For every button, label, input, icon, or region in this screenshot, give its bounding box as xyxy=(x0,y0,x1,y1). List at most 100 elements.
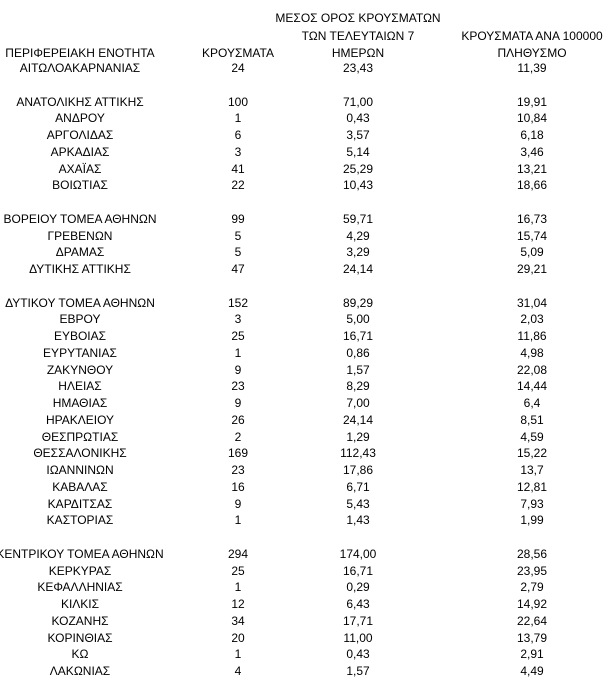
region-name: ΕΥΒΟΙΑΣ xyxy=(53,329,107,343)
cases: 1 xyxy=(234,513,242,528)
cases: 2 xyxy=(234,429,242,444)
cases-per-100k: 13,7 xyxy=(520,463,544,477)
cases-per-100k: 6,4 xyxy=(523,396,541,410)
cases: 9 xyxy=(234,496,242,511)
region-name: ΚΕΡΚΥΡΑΣ xyxy=(48,563,112,578)
region-name: ΔΡΑΜΑΣ xyxy=(55,245,105,260)
cases-per-100k: 11,86 xyxy=(517,329,547,343)
region-name: ΚΕΝΤΡΙΚΟΥ ΤΟΜΕΑ ΑΘΗΝΩΝ xyxy=(0,546,164,561)
cases: 24 xyxy=(231,61,245,75)
region-name: ΚΟΖΑΝΗΣ xyxy=(51,613,109,628)
cases: 3 xyxy=(234,312,242,327)
weekly-average: 16,71 xyxy=(342,329,374,343)
cases-per-100k: 19,91 xyxy=(516,94,548,109)
cases: 22 xyxy=(231,178,245,193)
region-name: ΚΑΒΑΛΑΣ xyxy=(52,479,108,494)
region-name: ΚΑΣΤΟΡΙΑΣ xyxy=(46,513,114,528)
region-name: ΑΝΑΤΟΛΙΚΗΣ ΑΤΤΙΚΗΣ xyxy=(16,94,144,109)
column-header: ΚΡΟΥΣΜΑΤΑ xyxy=(202,46,274,60)
cases-per-100k: 10,84 xyxy=(516,111,548,126)
weekly-average: 5,14 xyxy=(346,144,370,159)
region-name: ΑΡΚΑΔΙΑΣ xyxy=(50,144,110,159)
cases: 25 xyxy=(231,563,245,578)
cases: 12 xyxy=(231,597,245,611)
column-header: ΠΕΡΙΦΕΡΕΙΑΚΗ ΕΝΟΤΗΤΑ xyxy=(5,46,155,60)
weekly-average: 89,29 xyxy=(342,295,374,310)
weekly-average: 112,43 xyxy=(340,446,376,461)
region-name: ΑΡΓΟΛΙΔΑΣ xyxy=(46,128,114,142)
column-header: ΠΛΗΘΥΣΜΟ xyxy=(497,46,567,60)
weekly-average: 16,71 xyxy=(342,563,374,578)
region-name: ΑΙΤΩΛΟΑΚΑΡΝΑΝΙΑΣ xyxy=(19,61,141,75)
cases-per-100k: 14,44 xyxy=(516,379,548,394)
region-name: ΚΩ xyxy=(71,647,89,662)
cases-per-100k: 4,59 xyxy=(520,429,544,444)
cases: 34 xyxy=(231,613,245,628)
cases: 152 xyxy=(227,295,249,310)
cases: 23 xyxy=(231,379,245,394)
cases: 26 xyxy=(231,412,245,427)
cases: 41 xyxy=(231,161,245,176)
region-name: ΚΑΡΔΙΤΣΑΣ xyxy=(47,496,113,511)
region-name: ΕΒΡΟΥ xyxy=(59,312,101,327)
weekly-average: 1,57 xyxy=(346,362,370,377)
cases-per-100k: 4,49 xyxy=(520,664,544,678)
cases-per-100k: 31,04 xyxy=(516,295,548,310)
cases-per-100k: 2,79 xyxy=(520,580,544,595)
weekly-average: 17,86 xyxy=(342,463,374,477)
cases-per-100k: 2,91 xyxy=(520,647,544,662)
weekly-average: 11,00 xyxy=(343,630,373,645)
column-header: ΤΩΝ ΤΕΛΕΥΤΑΙΩΝ 7 xyxy=(301,28,415,43)
cases-per-100k: 2,03 xyxy=(520,312,544,327)
weekly-average: 3,57 xyxy=(346,128,370,142)
cases: 20 xyxy=(231,630,245,645)
weekly-average: 5,00 xyxy=(346,312,370,327)
region-name: ΔΥΤΙΚΟΥ ΤΟΜΕΑ ΑΘΗΝΩΝ xyxy=(5,295,155,310)
weekly-average: 17,71 xyxy=(342,613,374,628)
cases-per-100k: 5,09 xyxy=(520,245,544,260)
cases: 16 xyxy=(231,479,245,494)
cases-per-100k: 3,46 xyxy=(520,144,544,159)
region-name: ΘΕΣΣΑΛΟΝΙΚΗΣ xyxy=(33,446,127,461)
cases-per-100k: 13,21 xyxy=(516,161,548,176)
region-name: ΕΥΡΥΤΑΝΙΑΣ xyxy=(43,345,117,360)
region-name: ΙΩΑΝΝΙΝΩΝ xyxy=(46,463,114,477)
region-name: ΖΑΚΥΝΘΟΥ xyxy=(46,362,114,377)
cases: 1 xyxy=(234,111,242,126)
region-name: ΒΟΙΩΤΙΑΣ xyxy=(52,178,108,193)
cases-per-100k: 11,39 xyxy=(517,61,547,75)
cases-per-100k: 15,22 xyxy=(516,446,548,461)
cases: 100 xyxy=(227,94,249,109)
region-name: ΓΡΕΒΕΝΩΝ xyxy=(47,228,113,243)
weekly-average: 8,29 xyxy=(346,379,370,394)
cases-per-100k: 15,74 xyxy=(516,228,548,243)
weekly-average: 0,43 xyxy=(346,647,370,662)
weekly-average: 25,29 xyxy=(342,161,374,176)
region-name: ΒΟΡΕΙΟΥ ΤΟΜΕΑ ΑΘΗΝΩΝ xyxy=(3,211,157,226)
weekly-average: 1,43 xyxy=(346,513,370,528)
cases: 23 xyxy=(231,463,245,477)
weekly-average: 71,00 xyxy=(342,94,374,109)
weekly-average: 0,29 xyxy=(346,580,370,595)
cases: 9 xyxy=(234,362,242,377)
region-name: ΚΙΛΚΙΣ xyxy=(60,597,100,611)
region-name: ΛΑΚΩΝΙΑΣ xyxy=(49,664,111,678)
cases-per-100k: 1,99 xyxy=(520,513,544,528)
cases: 9 xyxy=(234,396,242,410)
cases-per-100k: 29,21 xyxy=(516,262,548,276)
cases: 5 xyxy=(234,245,242,260)
region-name: ΗΛΕΙΑΣ xyxy=(58,379,102,394)
region-name: ΚΕΦΑΛΛΗΝΙΑΣ xyxy=(37,580,123,595)
cases-per-100k: 22,64 xyxy=(516,613,548,628)
region-name: ΔΥΤΙΚΗΣ ΑΤΤΙΚΗΣ xyxy=(29,262,131,276)
weekly-average: 1,29 xyxy=(346,429,370,444)
weekly-average: 174,00 xyxy=(339,546,377,561)
region-name: ΗΡΑΚΛΕΙΟΥ xyxy=(45,412,115,427)
cases: 25 xyxy=(231,329,245,343)
weekly-average: 4,29 xyxy=(346,228,370,243)
region-name: ΑΝΔΡΟΥ xyxy=(55,111,105,126)
weekly-average: 10,43 xyxy=(342,178,374,193)
cases-per-100k: 16,73 xyxy=(516,211,548,226)
cases-per-100k: 23,95 xyxy=(516,563,548,578)
